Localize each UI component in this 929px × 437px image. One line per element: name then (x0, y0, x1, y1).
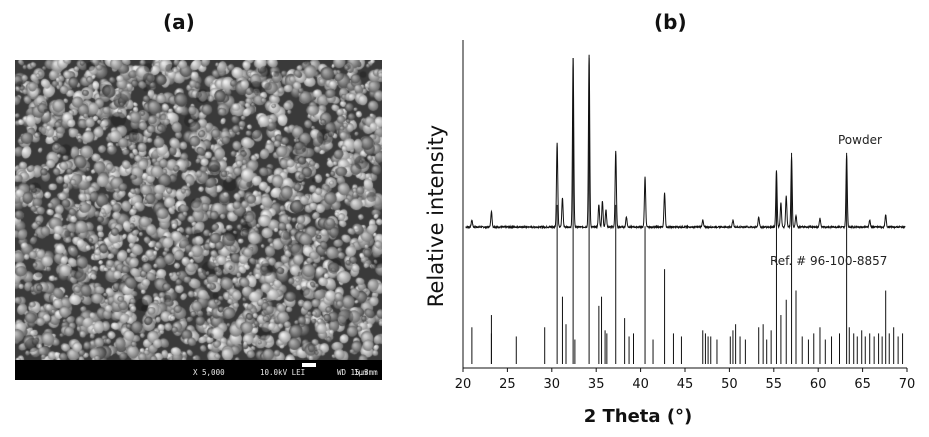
x-tick-label: 60 (810, 377, 827, 392)
y-axis-title: Relative intensity (424, 125, 448, 307)
panel-b-label: (b) (654, 10, 687, 34)
x-tick-label: 70 (899, 377, 916, 392)
powder-annotation: Powder (838, 133, 882, 147)
x-tick-label: 30 (544, 377, 561, 392)
x-tick-label: 45 (677, 377, 694, 392)
sem-working-distance: WD 15.3mm (337, 368, 378, 377)
panel-a-label: (a) (163, 10, 195, 34)
powder-pattern-line (465, 54, 906, 230)
chart-axes (462, 40, 907, 369)
x-tick-label: 40 (632, 377, 649, 392)
x-tick-label: 20 (455, 377, 472, 392)
scale-bar (302, 363, 316, 367)
x-tick-label: 55 (766, 377, 783, 392)
scale-bar-label: 1μm (354, 368, 368, 377)
x-tick-label: 65 (854, 377, 871, 392)
reference-annotation: Ref. # 96-100-8857 (770, 254, 887, 268)
sem-voltage: 10.0kV LEI (260, 368, 306, 377)
sem-info-bar: 1μm X 5,000 10.0kV LEI WD 15.3mm (15, 360, 382, 380)
reference-stick-pattern (471, 58, 904, 364)
sem-image (15, 60, 382, 360)
sem-magnification: X 5,000 (193, 368, 225, 377)
x-tick-label: 35 (588, 377, 605, 392)
x-tick-label: 50 (721, 377, 738, 392)
x-axis-ticks: 20 25 30 35 40 45 50 55 60 65 70 (455, 368, 916, 392)
x-axis-title: 2 Theta (°) (584, 406, 693, 427)
sem-micrograph: 1μm X 5,000 10.0kV LEI WD 15.3mm (15, 60, 382, 380)
x-tick-label: 25 (499, 377, 516, 392)
